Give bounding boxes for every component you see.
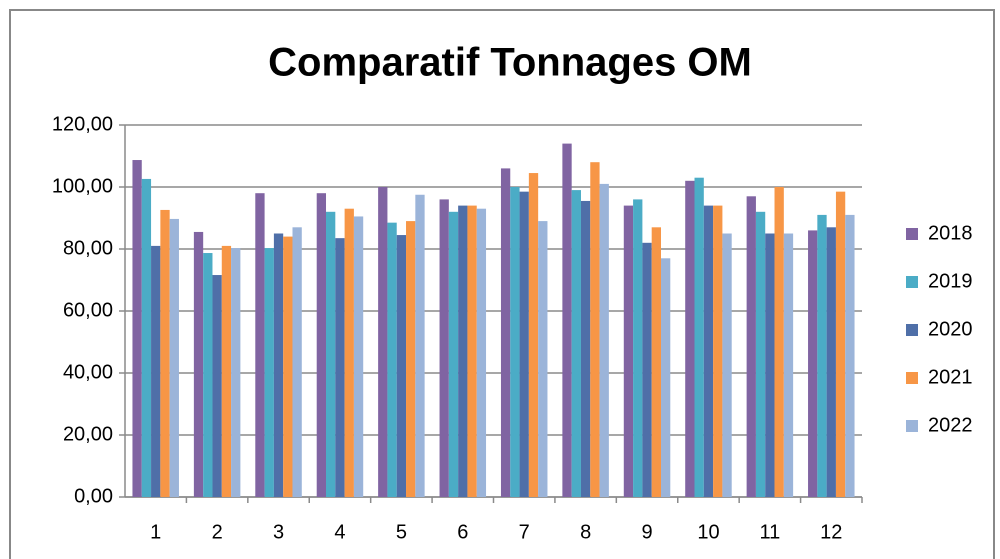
bar xyxy=(231,248,241,497)
bar xyxy=(344,208,354,497)
x-tick-label: 6 xyxy=(457,521,468,543)
bar xyxy=(826,227,836,498)
bar xyxy=(476,208,487,497)
bar xyxy=(264,248,274,497)
bar xyxy=(642,242,652,497)
bar xyxy=(169,218,179,497)
y-tick-label: 40,00 xyxy=(63,361,113,383)
legend-swatch xyxy=(906,324,918,336)
legend-label: 2021 xyxy=(928,366,973,388)
bar xyxy=(203,253,213,497)
legend-swatch xyxy=(906,372,918,384)
x-tick-label: 7 xyxy=(519,521,530,543)
bar xyxy=(571,190,581,497)
bar xyxy=(132,160,142,497)
y-tick-label: 60,00 xyxy=(63,299,113,321)
bar xyxy=(510,187,520,497)
bar xyxy=(774,187,784,497)
x-tick-label: 12 xyxy=(820,521,842,543)
bar xyxy=(255,193,265,497)
bar xyxy=(326,211,336,498)
y-tick-label: 80,00 xyxy=(63,237,113,259)
x-tick-label: 4 xyxy=(334,521,345,543)
bar xyxy=(439,199,449,497)
bar xyxy=(528,173,539,498)
bar xyxy=(746,196,756,498)
bar xyxy=(316,193,327,497)
legend-label: 2018 xyxy=(928,222,973,244)
bar xyxy=(562,143,572,497)
bar xyxy=(590,162,600,497)
bar xyxy=(580,200,591,497)
bar xyxy=(633,199,643,497)
bar xyxy=(415,194,425,497)
x-tick-label: 3 xyxy=(273,521,284,543)
bar xyxy=(519,191,529,497)
bar xyxy=(292,227,302,498)
bar xyxy=(703,205,714,497)
x-tick-label: 9 xyxy=(641,521,652,543)
bar xyxy=(765,233,775,497)
bar xyxy=(817,214,827,497)
bar xyxy=(694,177,704,497)
x-tick-label: 5 xyxy=(396,521,407,543)
bar xyxy=(396,235,407,498)
bar xyxy=(378,187,388,497)
legend-swatch xyxy=(906,228,918,240)
bar xyxy=(151,245,161,497)
bar xyxy=(845,214,855,497)
bar xyxy=(500,168,511,497)
legend-label: 2019 xyxy=(928,270,973,292)
bar xyxy=(713,205,723,497)
bar xyxy=(599,183,609,497)
x-tick-label: 8 xyxy=(580,521,591,543)
bar xyxy=(212,275,222,497)
chart-title: Comparatif Tonnages OM xyxy=(268,41,752,85)
bar xyxy=(538,221,548,497)
y-tick-label: 20,00 xyxy=(63,423,113,445)
bar xyxy=(623,205,634,497)
bar xyxy=(808,230,818,497)
bar xyxy=(160,209,170,497)
legend-swatch xyxy=(906,420,918,432)
y-tick-label: 120,00 xyxy=(52,113,113,135)
bar xyxy=(448,211,459,498)
legend-label: 2022 xyxy=(928,414,973,436)
bar xyxy=(835,191,846,497)
bar xyxy=(406,221,416,497)
x-tick-label: 11 xyxy=(759,521,780,543)
bar xyxy=(722,233,732,497)
bar xyxy=(141,178,152,497)
bar xyxy=(755,211,766,498)
y-tick-label: 0,00 xyxy=(74,485,113,507)
bar xyxy=(660,258,671,497)
bar xyxy=(685,180,695,498)
bar xyxy=(387,222,397,497)
bar xyxy=(273,233,284,497)
bar xyxy=(353,216,364,497)
bar xyxy=(783,233,794,497)
x-tick-label: 1 xyxy=(150,521,161,543)
bar xyxy=(458,205,468,497)
y-tick-label: 100,00 xyxy=(52,175,113,197)
bar xyxy=(283,236,293,497)
legend-swatch xyxy=(906,276,918,288)
x-tick-label: 2 xyxy=(212,521,223,543)
bar xyxy=(221,245,232,497)
legend-label: 2020 xyxy=(928,318,973,340)
x-tick-label: 10 xyxy=(697,521,719,543)
bar xyxy=(335,238,345,497)
bar xyxy=(193,231,204,497)
bar xyxy=(651,227,661,498)
bar xyxy=(467,205,477,497)
